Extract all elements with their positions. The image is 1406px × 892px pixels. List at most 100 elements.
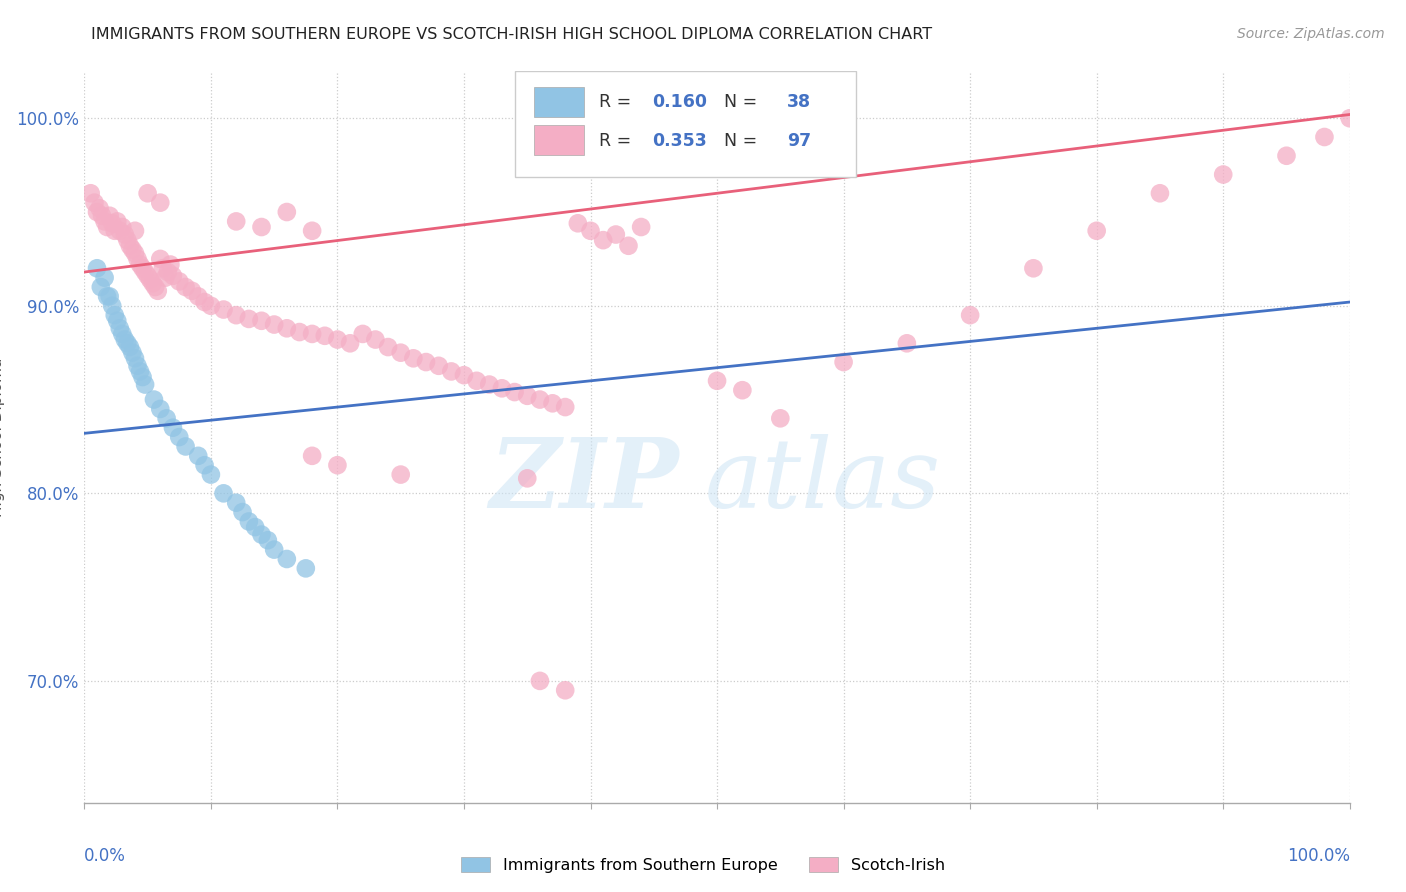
Point bbox=[314, 328, 336, 343]
Point bbox=[136, 186, 159, 201]
Point bbox=[238, 312, 260, 326]
Point bbox=[516, 389, 538, 403]
Point bbox=[98, 289, 121, 303]
Point bbox=[200, 299, 222, 313]
Point bbox=[503, 385, 526, 400]
Point bbox=[105, 214, 128, 228]
Point bbox=[769, 411, 792, 425]
Text: 97: 97 bbox=[787, 132, 811, 150]
FancyBboxPatch shape bbox=[515, 71, 856, 178]
Point bbox=[149, 252, 172, 266]
Point bbox=[288, 325, 311, 339]
Point bbox=[91, 209, 114, 223]
Point bbox=[415, 355, 437, 369]
Point bbox=[212, 486, 235, 500]
Point bbox=[131, 370, 153, 384]
Point bbox=[134, 377, 156, 392]
Point bbox=[121, 243, 143, 257]
Point bbox=[225, 308, 247, 322]
Point bbox=[478, 377, 501, 392]
Point bbox=[301, 326, 323, 341]
Point bbox=[162, 420, 184, 434]
Point bbox=[187, 289, 209, 303]
Text: 38: 38 bbox=[787, 93, 811, 112]
Point bbox=[187, 449, 209, 463]
Point bbox=[832, 355, 855, 369]
Point bbox=[143, 392, 166, 407]
Point bbox=[105, 314, 128, 328]
Point bbox=[114, 333, 136, 347]
Point bbox=[896, 336, 918, 351]
Point bbox=[90, 280, 112, 294]
Text: 0.353: 0.353 bbox=[652, 132, 707, 150]
Point bbox=[427, 359, 450, 373]
Point bbox=[402, 351, 425, 366]
Point bbox=[706, 374, 728, 388]
Point bbox=[129, 364, 152, 378]
Point bbox=[136, 268, 159, 283]
Point bbox=[1149, 186, 1171, 201]
Point bbox=[121, 345, 143, 359]
Text: R =: R = bbox=[599, 93, 637, 112]
Point bbox=[93, 270, 115, 285]
Text: N =: N = bbox=[713, 132, 763, 150]
Point bbox=[124, 224, 146, 238]
Point bbox=[541, 396, 564, 410]
Point bbox=[129, 258, 152, 272]
Point bbox=[301, 449, 323, 463]
Point bbox=[276, 321, 298, 335]
Point bbox=[389, 467, 412, 482]
Point bbox=[245, 520, 267, 534]
Point bbox=[301, 224, 323, 238]
Point bbox=[263, 542, 285, 557]
Point bbox=[89, 201, 111, 215]
Point bbox=[149, 195, 172, 210]
Point bbox=[143, 280, 166, 294]
Point bbox=[194, 458, 217, 473]
Point bbox=[257, 533, 280, 548]
Point bbox=[155, 270, 177, 285]
Point bbox=[134, 265, 156, 279]
Point bbox=[731, 383, 754, 397]
Point bbox=[567, 216, 589, 230]
Point bbox=[149, 401, 172, 416]
Point bbox=[142, 277, 165, 291]
FancyBboxPatch shape bbox=[534, 125, 585, 155]
Point bbox=[159, 258, 181, 272]
Point bbox=[117, 233, 139, 247]
Point bbox=[250, 220, 273, 235]
Text: 0.160: 0.160 bbox=[652, 93, 707, 112]
Point bbox=[263, 318, 285, 332]
Text: 0.0%: 0.0% bbox=[84, 847, 127, 864]
Point bbox=[364, 333, 387, 347]
Point bbox=[114, 227, 136, 242]
Point bbox=[238, 515, 260, 529]
Point bbox=[453, 368, 475, 383]
Point bbox=[86, 261, 108, 276]
Point bbox=[339, 336, 361, 351]
Point bbox=[276, 205, 298, 219]
Point bbox=[1212, 168, 1234, 182]
Point bbox=[108, 224, 131, 238]
Point bbox=[83, 195, 105, 210]
Point bbox=[250, 527, 273, 541]
Text: Source: ZipAtlas.com: Source: ZipAtlas.com bbox=[1237, 27, 1385, 41]
Text: N =: N = bbox=[713, 93, 763, 112]
Point bbox=[169, 430, 191, 444]
Point bbox=[174, 280, 197, 294]
Point bbox=[146, 284, 169, 298]
Point bbox=[86, 205, 108, 219]
Point bbox=[579, 224, 602, 238]
Legend: Immigrants from Southern Europe, Scotch-Irish: Immigrants from Southern Europe, Scotch-… bbox=[454, 851, 952, 880]
Point bbox=[152, 261, 174, 276]
Point bbox=[101, 299, 124, 313]
Point bbox=[139, 272, 162, 286]
Point bbox=[156, 265, 179, 279]
Point bbox=[162, 268, 184, 283]
Point bbox=[1022, 261, 1045, 276]
Point bbox=[194, 295, 217, 310]
Point bbox=[124, 246, 146, 260]
Point bbox=[231, 505, 254, 519]
Point bbox=[118, 239, 141, 253]
Point bbox=[200, 467, 222, 482]
